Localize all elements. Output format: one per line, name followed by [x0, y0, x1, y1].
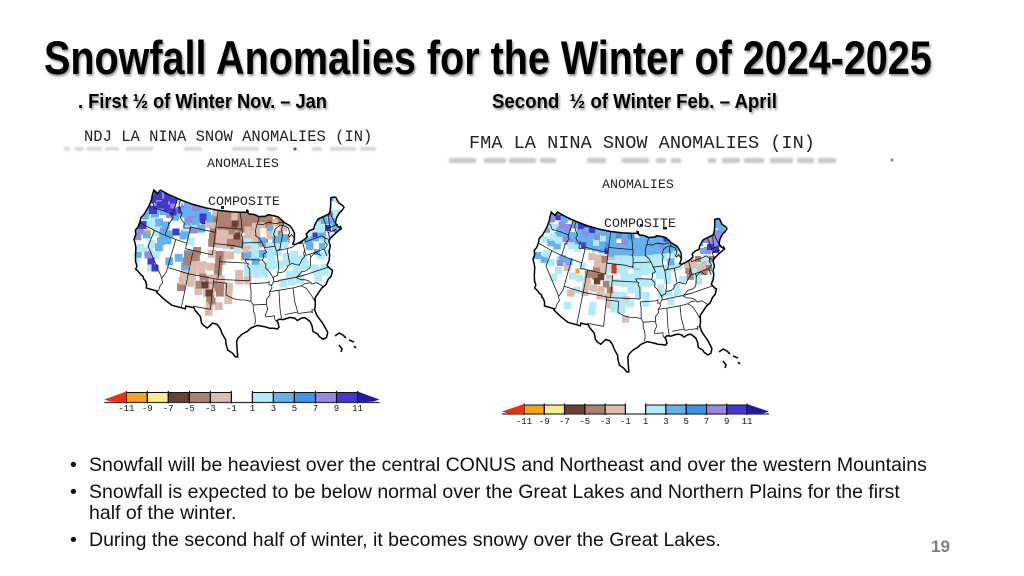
svg-text:-11: -11: [118, 404, 134, 414]
svg-text:7: 7: [704, 417, 709, 427]
svg-text:-1: -1: [226, 404, 237, 414]
svg-text:11: 11: [742, 417, 753, 427]
svg-text:11: 11: [352, 404, 363, 414]
svg-text:-7: -7: [559, 417, 570, 427]
svg-text:1: 1: [643, 417, 648, 427]
svg-text:-3: -3: [600, 417, 611, 427]
svg-text:3: 3: [271, 404, 276, 414]
svg-text:-7: -7: [163, 404, 174, 414]
svg-text:5: 5: [683, 417, 688, 427]
svg-text:-3: -3: [205, 404, 216, 414]
svg-text:9: 9: [334, 404, 339, 414]
svg-text:1: 1: [250, 404, 255, 414]
svg-text:-9: -9: [539, 417, 550, 427]
svg-text:-5: -5: [579, 417, 590, 427]
svg-text:9: 9: [724, 417, 729, 427]
svg-text:7: 7: [313, 404, 318, 414]
svg-text:-5: -5: [184, 404, 195, 414]
svg-text:3: 3: [663, 417, 668, 427]
svg-text:-1: -1: [620, 417, 631, 427]
svg-text:5: 5: [292, 404, 297, 414]
svg-text:-9: -9: [142, 404, 153, 414]
svg-text:-11: -11: [516, 417, 532, 427]
